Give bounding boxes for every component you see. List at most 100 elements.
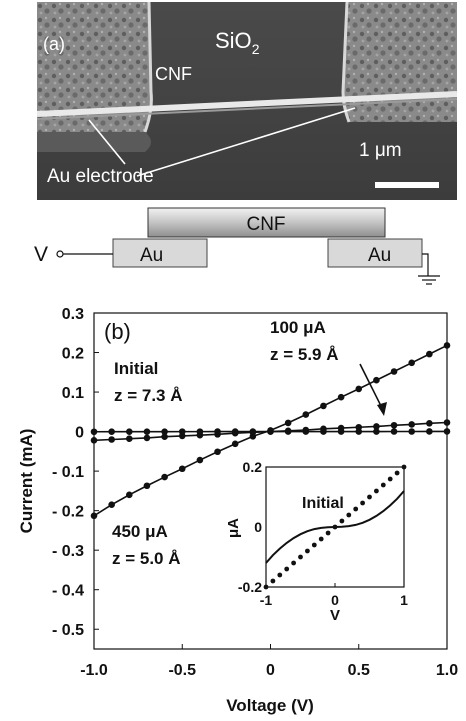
- annotation-100ua-line2: z = 5.9 Å: [270, 345, 339, 364]
- data-point: [214, 428, 221, 435]
- data-point: [126, 435, 133, 442]
- panel-a-label: (a): [43, 34, 65, 54]
- y-axis-label: Current (mA): [17, 429, 36, 534]
- inset-dotted-point: [319, 537, 324, 542]
- device-schematic: CNF Au Au V: [0, 203, 466, 288]
- data-point: [108, 501, 115, 508]
- data-point: [408, 360, 415, 367]
- data-point: [444, 428, 451, 435]
- data-point: [214, 448, 221, 455]
- sem-image: (a) SiO2 CNF Au electrode 1 μm: [37, 2, 457, 200]
- data-point: [355, 428, 362, 435]
- data-point: [391, 428, 398, 435]
- x-tick-label: -1.0: [80, 662, 108, 679]
- inset-y-tick-label: 0.2: [243, 459, 263, 475]
- scale-bar: [375, 182, 439, 188]
- inset-dotted-point: [326, 531, 331, 536]
- inset-dotted-point: [312, 543, 317, 548]
- data-point: [126, 428, 133, 435]
- inset-dotted-point: [284, 567, 289, 572]
- data-point: [373, 428, 380, 435]
- inset-dotted-point: [353, 507, 358, 512]
- y-tick-label: - 0.4: [52, 583, 84, 600]
- data-point: [144, 482, 151, 489]
- x-tick-label: -0.5: [168, 662, 196, 679]
- data-point: [444, 342, 451, 349]
- schematic-left-au-label: Au: [140, 245, 163, 266]
- data-point: [285, 420, 292, 427]
- y-tick-label: - 0.5: [52, 622, 84, 639]
- inset-dotted-point: [291, 561, 296, 566]
- data-point: [126, 492, 133, 499]
- inset-dotted-point: [374, 489, 379, 494]
- data-point: [408, 421, 415, 428]
- x-axis-label: Voltage (V): [226, 696, 314, 715]
- inset-dotted-point: [298, 555, 303, 560]
- data-point: [108, 428, 115, 435]
- annotation-450ua-line2: z = 5.0 Å: [112, 549, 181, 568]
- lower-electrode-edge: [37, 132, 151, 152]
- iv-chart: 0.3 0.2 0.1 0 - 0.1 - 0.2 - 0.3 - 0.4 - 0.5 -1.0 -…: [0, 292, 466, 721]
- ground-wire: [422, 254, 428, 276]
- data-point: [91, 437, 98, 444]
- inset-dotted-point: [395, 471, 400, 476]
- cnf-sem-label: CNF: [155, 64, 192, 84]
- data-point: [303, 411, 310, 418]
- y-tick-label: 0.1: [62, 385, 84, 402]
- data-point: [373, 377, 380, 384]
- y-tick-label: 0: [75, 425, 84, 442]
- inset-dotted-point: [381, 483, 386, 488]
- data-point: [91, 512, 98, 519]
- data-point: [408, 428, 415, 435]
- data-point: [232, 441, 239, 448]
- voltage-source-label: V: [34, 243, 48, 266]
- y-tick-label: - 0.2: [52, 504, 84, 521]
- data-point: [320, 428, 327, 435]
- inset-y-axis-label: μA: [225, 518, 242, 538]
- inset-x-axis-label: V: [330, 607, 340, 624]
- y-tick-label: - 0.3: [52, 543, 84, 560]
- y-tick-label: 0.2: [62, 346, 84, 363]
- data-point: [232, 428, 239, 435]
- annotation-100ua-line1: 100 μA: [270, 318, 326, 337]
- data-point: [338, 428, 345, 435]
- data-point: [179, 428, 186, 435]
- inset-dotted-point: [346, 513, 351, 518]
- inset-dotted-point: [360, 501, 365, 506]
- data-point: [391, 422, 398, 429]
- inset-dotted-point: [340, 519, 345, 524]
- data-point: [426, 420, 433, 427]
- data-point: [197, 457, 204, 464]
- annotation-arrowhead: [377, 402, 387, 416]
- au-electrode-label: Au electrode: [47, 166, 154, 187]
- data-point: [161, 428, 168, 435]
- schematic-right-au-label: Au: [368, 245, 391, 266]
- panel-b-label: (b): [104, 319, 131, 344]
- data-point: [426, 428, 433, 435]
- inset-y-tick-label: 0: [254, 519, 262, 535]
- annotation-initial-line1: Initial: [114, 359, 158, 378]
- y-tick-label: - 0.1: [52, 464, 84, 481]
- data-point: [285, 428, 292, 435]
- data-point: [144, 435, 151, 442]
- voltage-terminal: [57, 251, 63, 257]
- annotation-450ua-line1: 450 μA: [112, 522, 168, 541]
- inset-x-tick-label: -1: [260, 592, 273, 608]
- inset-x-tick-label: 1: [400, 592, 408, 608]
- inset-dotted-point: [388, 477, 393, 482]
- data-point: [444, 419, 451, 426]
- inset-dotted-point: [271, 579, 276, 584]
- inset-y-tick-label: -0.2: [238, 579, 262, 595]
- data-point: [197, 428, 204, 435]
- annotation-initial-line2: z = 7.3 Å: [114, 386, 183, 405]
- data-point: [303, 428, 310, 435]
- data-point: [108, 436, 115, 443]
- data-point: [179, 465, 186, 472]
- data-point: [391, 368, 398, 375]
- data-point: [144, 428, 151, 435]
- x-tick-label: 0.5: [348, 662, 370, 679]
- data-point: [161, 474, 168, 481]
- inset-dotted-point: [305, 549, 310, 554]
- scale-bar-label: 1 μm: [359, 140, 402, 161]
- data-point: [338, 394, 345, 401]
